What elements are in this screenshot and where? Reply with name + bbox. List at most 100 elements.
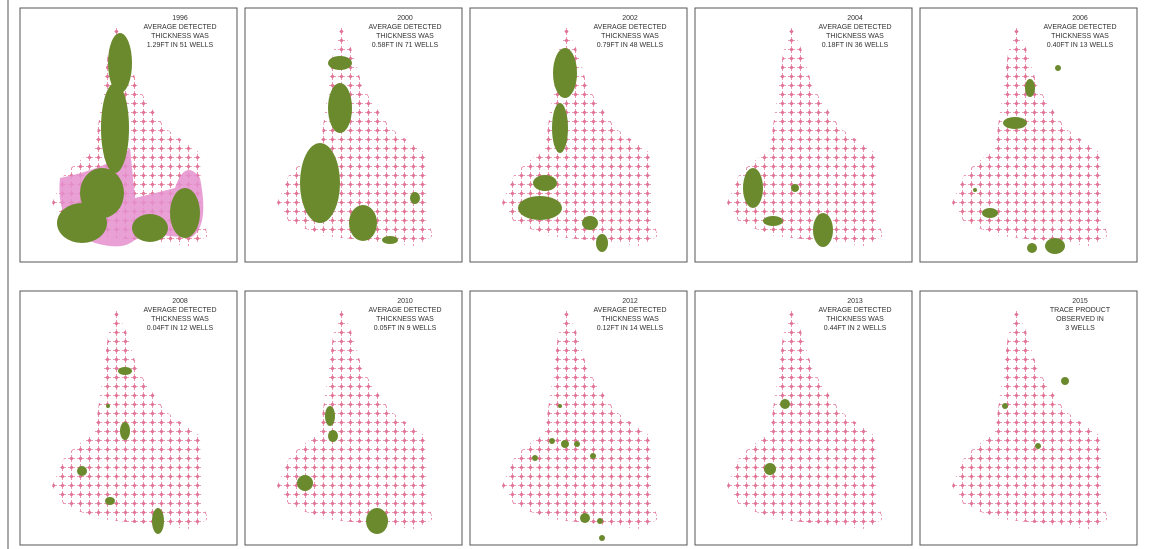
panel-caption: AVERAGE DETECTED [819, 307, 892, 314]
product-plume [325, 406, 335, 426]
map-panel: 2010 AVERAGE DETECTED THICKNESS WAS 0.05FT … [244, 290, 463, 546]
product-plume [1027, 243, 1037, 253]
panel-caption: AVERAGE DETECTED [144, 307, 217, 314]
well-grid [277, 309, 433, 529]
panel-caption: OBSERVED IN [1056, 316, 1104, 323]
panel-caption: THICKNESS WAS [151, 33, 209, 40]
panel-year: 2000 [397, 15, 413, 22]
site-map [727, 26, 883, 247]
product-plume [349, 205, 377, 241]
product-plume [590, 453, 596, 459]
panel-caption: THICKNESS WAS [151, 316, 209, 323]
product-plume [764, 463, 776, 475]
panel-caption: AVERAGE DETECTED [594, 307, 667, 314]
product-plume [574, 441, 580, 447]
product-plume [552, 103, 568, 153]
product-plume [328, 83, 352, 133]
well-grid [502, 26, 658, 246]
product-plume [561, 440, 569, 448]
panel-year: 2012 [622, 298, 638, 305]
product-plume [106, 404, 110, 408]
product-plume [518, 196, 562, 220]
panel-caption: THICKNESS WAS [601, 316, 659, 323]
site-map [727, 309, 883, 529]
product-plume [791, 184, 799, 192]
map-panel: 2002 AVERAGE DETECTED THICKNESS WAS 0.79FT … [469, 7, 688, 263]
well-grid [52, 309, 208, 529]
product-plume [973, 188, 977, 192]
product-plume [152, 508, 164, 534]
product-plume [982, 208, 998, 218]
panel-caption: THICKNESS WAS [1051, 33, 1109, 40]
well-grid [952, 26, 1108, 246]
site-map [502, 26, 658, 252]
panel-caption: 0.79FT IN 48 WELLS [597, 42, 664, 49]
panel-caption: AVERAGE DETECTED [594, 24, 667, 31]
panel-year: 2010 [397, 298, 413, 305]
panels: 1996 AVERAGE DETECTED THICKNESS WAS 1.29FT … [19, 7, 1138, 546]
panel-year: 1996 [172, 15, 188, 22]
panel-year: 2015 [1072, 298, 1088, 305]
site-map [277, 26, 433, 246]
panel-caption: 0.05FT IN 9 WELLS [374, 325, 437, 332]
panel-caption: THICKNESS WAS [826, 33, 884, 40]
product-plume [1002, 403, 1008, 409]
panel-caption: 0.04FT IN 12 WELLS [147, 325, 214, 332]
well-grid [727, 26, 883, 246]
product-plume [170, 188, 200, 238]
panel-caption: TRACE PRODUCT [1050, 307, 1111, 314]
product-plume [410, 192, 420, 204]
product-plume [1035, 443, 1041, 449]
panel-caption: 0.40FT IN 13 WELLS [1047, 42, 1114, 49]
map-panel: 2012 AVERAGE DETECTED THICKNESS WAS 0.12FT … [469, 290, 688, 546]
product-plume [533, 175, 557, 191]
product-plume [366, 508, 388, 534]
map-panel: 1996 AVERAGE DETECTED THICKNESS WAS 1.29FT … [19, 7, 238, 263]
product-plume [599, 535, 605, 541]
panel-caption: 3 WELLS [1065, 325, 1095, 332]
product-plume [297, 475, 313, 491]
product-plume [580, 513, 590, 523]
product-plume [132, 214, 168, 242]
site-map [52, 309, 208, 534]
product-plume [328, 56, 352, 70]
panel-caption: THICKNESS WAS [376, 316, 434, 323]
product-plume [532, 455, 538, 461]
product-plume [77, 466, 87, 476]
product-plume [1055, 65, 1061, 71]
site-map [502, 309, 658, 541]
map-panel: 2008 AVERAGE DETECTED THICKNESS WAS 0.04FT … [19, 290, 238, 546]
well-grid [502, 309, 658, 529]
product-plume [1061, 377, 1069, 385]
map-panel: 2015 TRACE PRODUCT OBSERVED IN 3 WELLS [919, 290, 1138, 546]
site-map [277, 309, 433, 534]
product-plume [101, 83, 129, 173]
panel-caption: AVERAGE DETECTED [144, 24, 217, 31]
well-grid [952, 309, 1108, 529]
panel-caption: AVERAGE DETECTED [819, 24, 892, 31]
panel-caption: THICKNESS WAS [601, 33, 659, 40]
product-plume [382, 236, 398, 244]
product-plume [813, 213, 833, 247]
panel-caption: 0.58FT IN 71 WELLS [372, 42, 439, 49]
product-plume [108, 33, 132, 93]
panel-caption: 0.44FT IN 2 WELLS [824, 325, 887, 332]
panel-caption: 1.29FT IN 51 WELLS [147, 42, 214, 49]
panel-caption: AVERAGE DETECTED [369, 24, 442, 31]
product-plume [1045, 238, 1065, 254]
panel-year: 2008 [172, 298, 188, 305]
product-plume [763, 216, 783, 226]
panel-caption: 0.12FT IN 14 WELLS [597, 325, 664, 332]
site-map [952, 26, 1108, 254]
panel-caption: AVERAGE DETECTED [1044, 24, 1117, 31]
map-panel: 2013 AVERAGE DETECTED THICKNESS WAS 0.44FT … [694, 290, 913, 546]
product-plume [57, 203, 107, 243]
product-plume [582, 216, 598, 230]
product-plume [553, 48, 577, 98]
product-plume [596, 234, 608, 252]
product-plume [328, 430, 338, 442]
product-plume [1003, 117, 1027, 129]
product-plume [1025, 79, 1035, 97]
product-plume [118, 367, 132, 375]
